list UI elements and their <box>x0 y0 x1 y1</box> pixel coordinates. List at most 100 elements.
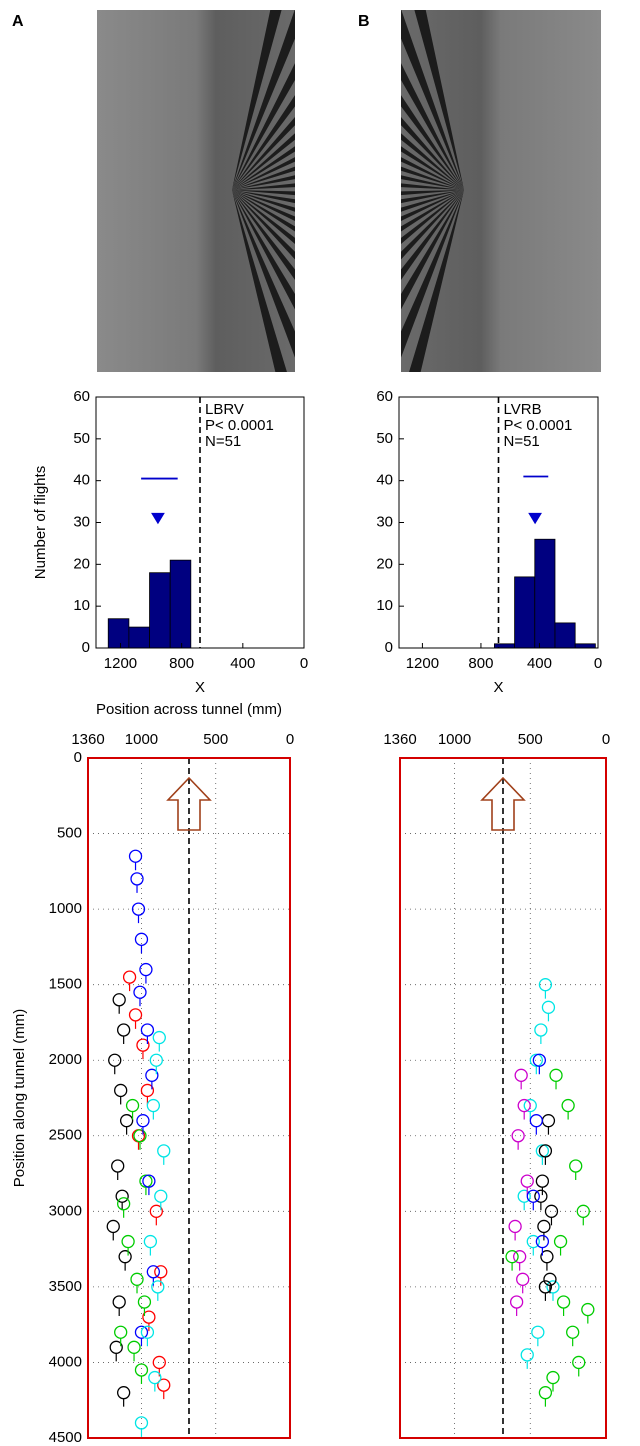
point <box>142 1310 156 1324</box>
point <box>157 1144 171 1158</box>
photo-stripe <box>401 190 464 280</box>
point <box>140 1325 155 1339</box>
point <box>561 1098 575 1113</box>
direction-arrow <box>166 776 212 831</box>
point <box>116 1023 131 1037</box>
photo-stripe <box>232 190 295 232</box>
bar <box>169 559 192 649</box>
photo-stripe <box>401 190 464 358</box>
point <box>520 1348 534 1362</box>
y-tick-label: 0 <box>385 639 393 656</box>
annotation: N=51 <box>205 433 241 450</box>
point <box>556 1295 571 1309</box>
point <box>106 1219 120 1234</box>
point <box>526 1189 540 1203</box>
photo-stripe <box>401 190 464 212</box>
photo-stripe <box>401 117 464 190</box>
x-tick-label: 1360 <box>71 731 104 748</box>
y-tick-label: 1000 <box>49 900 82 917</box>
y-tick-label: 50 <box>376 430 393 447</box>
point <box>526 1234 540 1249</box>
x-tick-label: 1200 <box>104 655 137 672</box>
y-axis-label: Number of flights <box>32 466 49 579</box>
point <box>145 1068 159 1082</box>
point <box>534 1189 548 1203</box>
photo-stripe <box>401 146 464 190</box>
point <box>131 902 146 916</box>
x-tick-label: 400 <box>230 655 255 672</box>
x-axis-label: Position across tunnel (mm) <box>96 701 282 718</box>
point <box>108 1053 122 1067</box>
photo-stripe <box>232 63 295 190</box>
point <box>154 1265 168 1279</box>
annotation: P< 0.0001 <box>205 417 274 434</box>
photo-stripe <box>232 95 295 190</box>
photo-stripe <box>401 190 464 310</box>
point <box>119 1114 134 1128</box>
point <box>115 1189 129 1203</box>
point <box>134 1325 149 1339</box>
x-axis-label: X <box>493 679 503 696</box>
point <box>134 1363 149 1377</box>
point <box>538 978 553 992</box>
point <box>543 1272 557 1286</box>
point <box>540 1250 554 1264</box>
x-tick-label: 0 <box>286 731 294 748</box>
point <box>137 1295 152 1309</box>
y-tick-label: 1500 <box>49 976 82 993</box>
photo-stripe <box>232 146 295 190</box>
point <box>114 1325 128 1339</box>
photo-stripe <box>401 190 464 221</box>
point <box>136 1038 150 1052</box>
direction-arrow <box>480 776 526 831</box>
photo-stripe <box>401 190 464 196</box>
y-tick-label: 20 <box>73 555 90 572</box>
point <box>546 1280 560 1294</box>
bar <box>574 643 596 649</box>
y-tick-label: 0 <box>82 639 90 656</box>
photo-stripe <box>401 133 464 190</box>
photo-stripe <box>232 190 295 212</box>
y-tick-label: 40 <box>376 472 393 489</box>
photo-stripe <box>232 166 295 190</box>
photo-stripes <box>232 10 295 372</box>
y-tick-label: 30 <box>73 513 90 530</box>
point <box>520 1174 534 1188</box>
x-axis-label: X <box>195 679 205 696</box>
point <box>130 1272 144 1286</box>
y-tick-label: 10 <box>73 597 90 614</box>
point <box>513 1250 527 1264</box>
y-tick-label: 20 <box>376 555 393 572</box>
photo-stripe <box>232 190 295 204</box>
mean-marker <box>151 512 165 525</box>
x-tick-label: 1200 <box>406 655 439 672</box>
point <box>122 970 137 984</box>
photo-stripe <box>401 63 464 190</box>
x-tick-label: 800 <box>468 655 493 672</box>
y-axis-label: Position along tunnel (mm) <box>11 1009 28 1187</box>
point <box>114 1083 128 1098</box>
point <box>531 1325 545 1339</box>
photo-stripe <box>401 157 464 190</box>
x-tick-label: 1000 <box>125 731 158 748</box>
photo-stripe <box>409 190 464 372</box>
photo-stripe <box>401 175 464 190</box>
bar <box>554 622 576 649</box>
photo-stripe <box>232 190 295 310</box>
point <box>140 1023 155 1037</box>
point <box>130 872 144 886</box>
y-tick-label: 4500 <box>49 1429 82 1446</box>
bar <box>514 576 536 649</box>
point <box>546 1370 560 1385</box>
photo-stripe <box>232 190 295 358</box>
point <box>134 932 149 946</box>
point <box>535 1144 550 1158</box>
point <box>140 1083 155 1098</box>
point <box>134 1416 149 1430</box>
point <box>538 1280 553 1294</box>
annotation: LVRB <box>504 401 542 418</box>
y-tick-label: 2500 <box>49 1127 82 1144</box>
panel-label: A <box>12 13 24 30</box>
bar <box>494 643 515 649</box>
